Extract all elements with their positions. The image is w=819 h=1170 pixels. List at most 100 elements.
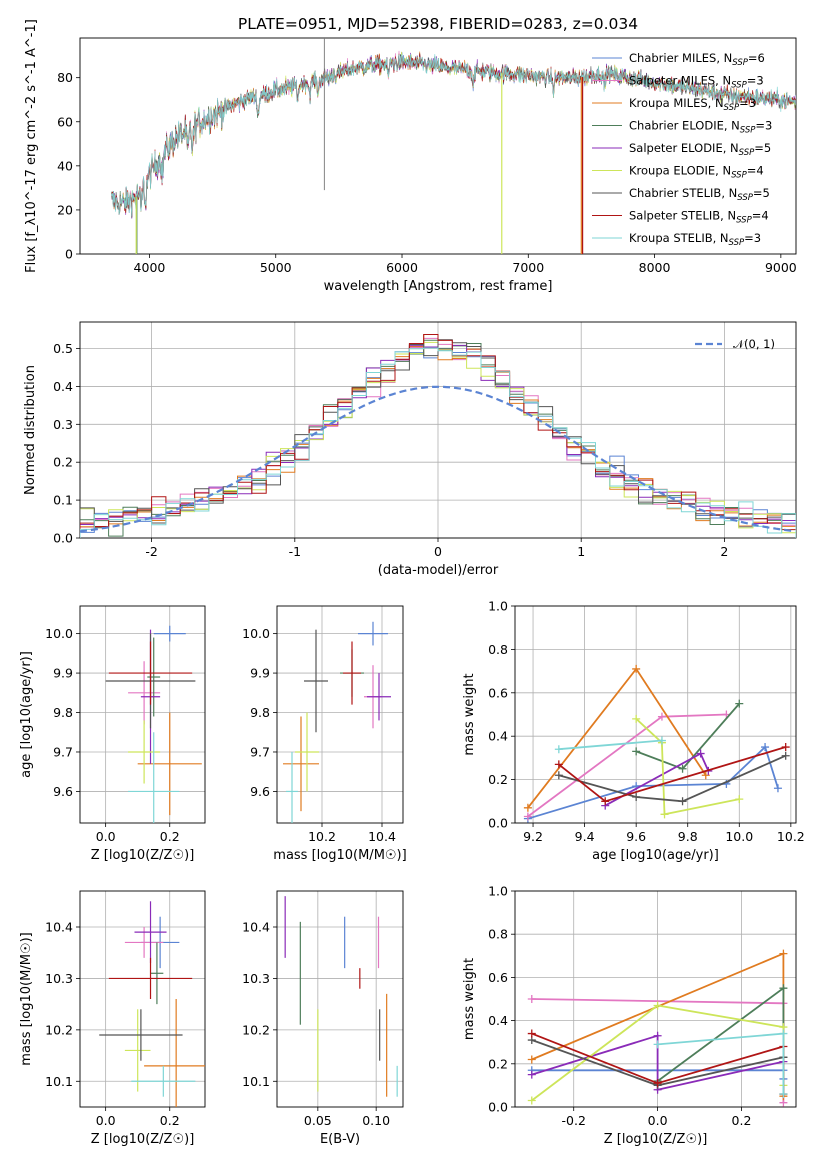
legend-label-text: Chabrier MILES, N <box>629 51 732 65</box>
legend-label-n: =3 <box>747 74 764 88</box>
errorbar-stelib-kroupa <box>286 751 298 823</box>
legend-label-text: Kroupa ELODIE, N <box>629 164 731 178</box>
weight_vs_Z-xlabel: Z [log10(Z/Z☉)] <box>604 1132 708 1147</box>
errorbar-miles-salpeter <box>128 661 161 725</box>
legend-label-text: Salpeter ELODIE, N <box>629 141 739 155</box>
y-tick-label: 0.2 <box>488 1056 508 1071</box>
errorbar-elodie-kroupa <box>124 1009 151 1092</box>
weight-marker <box>632 792 641 801</box>
y-tick-label: 10.3 <box>45 971 73 986</box>
x-tick-label: 0.2 <box>160 1113 180 1128</box>
weight-marker <box>779 1029 788 1038</box>
x-tick-label: 9.6 <box>626 829 646 844</box>
age_vs_Z-ylabel: age [log10(age/yr)] <box>19 651 34 778</box>
x-tick-label: 4000 <box>134 260 166 275</box>
x-tick-label: 9.2 <box>523 829 543 844</box>
y-tick-label: 1.0 <box>488 599 508 614</box>
weight_vs_age-axes: 9.2 9.4 9.6 9.8 10.0 10.2 0.0 0.2 0.4 0.6 0.8 1.0 ag… <box>462 599 805 864</box>
y-tick-label: 0.0 <box>53 531 73 546</box>
y-tick-label: 0 <box>65 247 73 262</box>
y-tick-label: 9.7 <box>53 744 73 759</box>
age_vs_mass-axes: 10.2 10.4 9.6 9.7 9.8 9.9 10.0 mass [log10(M/M☉… <box>242 605 407 863</box>
spectrum-ylabel: Flux [f_λ10^-17 erg cm^-2 s^-1 A^-1] <box>24 19 39 273</box>
y-tick-label: 0.2 <box>488 772 508 787</box>
errorbar-miles-kroupa <box>137 712 202 816</box>
legend-label-n: =5 <box>754 141 771 155</box>
y-tick-label: 0.1 <box>53 493 73 508</box>
legend-label: Kroupa STELIB, NSSP=3 <box>629 231 761 248</box>
errorbar-stelib-chabrier <box>304 629 328 733</box>
y-tick-label: 20 <box>57 202 73 217</box>
weight-line <box>527 667 707 809</box>
weight-series-stelib-salpeter <box>554 743 790 806</box>
mass_vs_Z-frame <box>79 890 206 1108</box>
x-tick-label: 0.05 <box>304 1113 332 1128</box>
y-tick-label: 0.4 <box>53 379 73 394</box>
age_vs_mass-xlabel: mass [log10(M/M☉)] <box>273 848 406 863</box>
errorbar-stelib-salpeter <box>108 641 193 705</box>
y-tick-label: 9.9 <box>53 666 73 681</box>
weight-marker <box>554 745 563 754</box>
age_vs_mass-points <box>283 621 391 823</box>
legend-label: Salpeter STELIB, NSSP=4 <box>629 209 769 226</box>
legend-label-n: =4 <box>747 164 764 178</box>
x-tick-label: -2 <box>145 544 157 559</box>
spectrum-frame <box>79 37 797 255</box>
residual-legend: 𝒩(0, 1) <box>695 337 775 351</box>
weight-series-miles-kroupa <box>523 664 710 812</box>
x-tick-label: 10.4 <box>368 829 396 844</box>
x-tick-label: 5000 <box>260 260 292 275</box>
weight-marker <box>601 797 610 806</box>
y-tick-label: 0.6 <box>488 685 508 700</box>
spectrum-xlabel: wavelength [Angstrom, rest frame] <box>324 279 553 294</box>
y-tick-label: 10.2 <box>45 1022 73 1037</box>
legend-label-n: =4 <box>752 209 769 223</box>
y-tick-label: 0.3 <box>53 417 73 432</box>
mass_vs_EBV-frame <box>276 890 404 1108</box>
weight-marker <box>701 771 710 780</box>
weight_vs_Z-lines <box>527 949 788 1107</box>
legend-label-sub: SSP <box>739 148 755 158</box>
y-tick-label: 0.4 <box>488 1013 508 1028</box>
weight-marker <box>781 751 790 760</box>
weight-marker <box>735 699 744 708</box>
y-tick-label: 10.0 <box>242 626 270 641</box>
weight-marker <box>527 1070 536 1079</box>
weight-marker <box>632 714 641 723</box>
weight_vs_Z-ylabel: mass weight <box>462 958 477 1040</box>
weight-marker <box>527 1096 536 1105</box>
spectrum-axes: 4000 5000 6000 7000 8000 9000 0 20 40 60 80 wavelen… <box>24 19 797 294</box>
y-tick-label: 9.8 <box>53 705 73 720</box>
weight-marker <box>761 743 770 752</box>
errorbar-elodie-chabrier <box>147 637 161 717</box>
legend-label: Chabrier MILES, NSSP=6 <box>629 51 765 68</box>
weight_vs_Z-frame <box>514 890 797 1108</box>
weight_vs_age-xlabel: age [log10(age/yr)] <box>592 848 719 863</box>
mass_vs_Z-xlabel: Z [log10(Z/Z☉)] <box>91 1132 195 1147</box>
weight-marker <box>653 1031 662 1040</box>
x-tick-label: 10.2 <box>308 829 336 844</box>
weight-series-stelib-kroupa <box>554 736 666 754</box>
weight-series-stelib-chabrier <box>554 751 790 806</box>
x-tick-label: 6000 <box>386 260 418 275</box>
errorbar-elodie-salpeter <box>367 673 391 721</box>
mass_vs_EBV-xlabel: E(B-V) <box>320 1132 360 1147</box>
y-tick-label: 9.6 <box>250 784 270 799</box>
weight-marker <box>781 743 790 752</box>
legend-label-text: Kroupa MILES, N <box>629 96 724 110</box>
normal-curve <box>80 385 794 533</box>
errorbar-elodie-kroupa <box>128 720 161 784</box>
errorbar-miles-kroupa <box>283 716 319 812</box>
residuals-ylabel: Normed distribution <box>23 365 38 495</box>
spectrum-line-stelib-kroupa <box>111 52 796 217</box>
weight-marker <box>779 984 788 993</box>
x-tick-label: 9.8 <box>678 829 698 844</box>
errorbar-miles-chabrier <box>358 621 388 646</box>
x-tick-label: 0 <box>434 544 442 559</box>
x-tick-label: 9.4 <box>575 829 595 844</box>
y-tick-label: 0.8 <box>488 927 508 942</box>
figure-title: PLATE=0951, MJD=52398, FIBERID=0283, z=0… <box>238 15 638 33</box>
y-tick-label: 10.4 <box>45 920 73 935</box>
errorbar-elodie-chabrier <box>150 942 164 1005</box>
x-tick-label: 10.0 <box>725 829 753 844</box>
